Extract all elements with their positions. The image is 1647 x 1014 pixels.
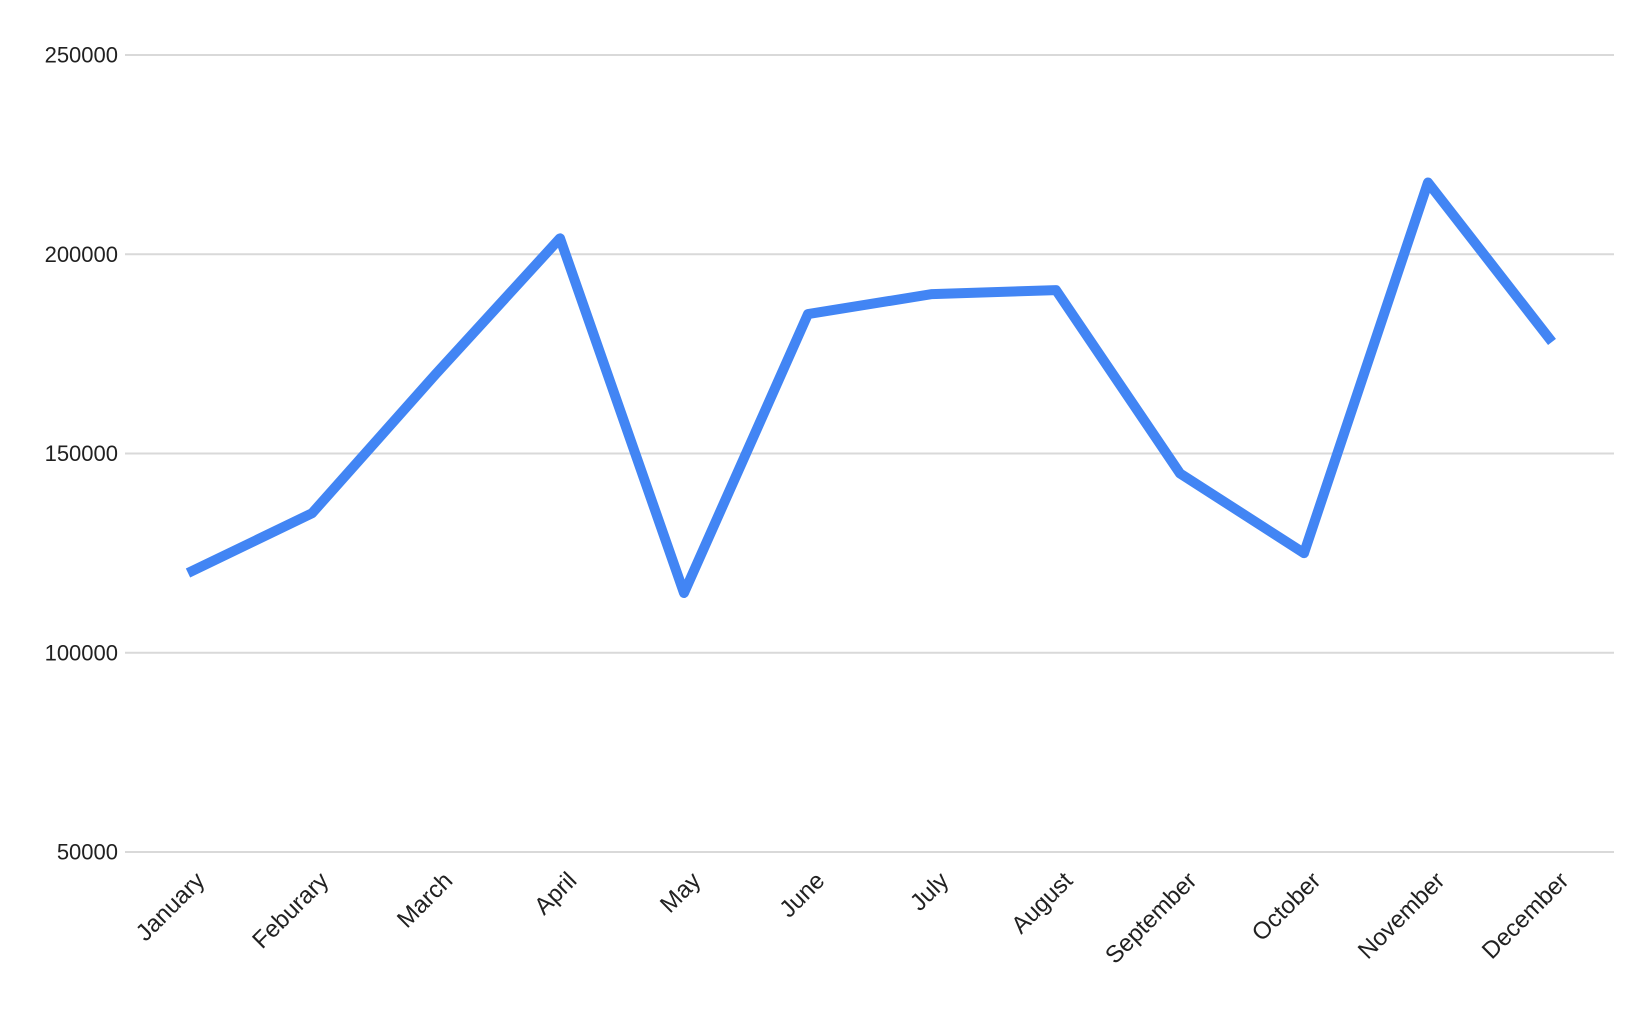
x-axis-month-label: April: [529, 867, 582, 920]
y-axis-tick-label: 100000: [45, 640, 118, 665]
x-axis-month-label: July: [905, 867, 954, 916]
x-axis-month-label: September: [1100, 867, 1202, 969]
y-axis-tick-label: 250000: [45, 43, 118, 68]
x-axis-month-label: May: [655, 867, 706, 918]
x-axis-month-label: November: [1353, 867, 1450, 964]
data-series-line: [185, 177, 1556, 598]
x-axis-month-label: December: [1477, 867, 1574, 964]
x-axis-month-label: Feburary: [247, 867, 334, 954]
y-axis-tick-label: 200000: [45, 242, 118, 267]
x-axis-month-label: January: [131, 867, 210, 946]
x-axis-month-label: October: [1247, 867, 1326, 946]
x-axis-month-label: August: [1006, 867, 1078, 939]
x-axis-month-label: March: [392, 867, 458, 933]
x-axis-month-label: June: [774, 867, 830, 923]
y-axis-tick-label: 50000: [57, 840, 118, 865]
y-axis-tick-label: 150000: [45, 441, 118, 466]
